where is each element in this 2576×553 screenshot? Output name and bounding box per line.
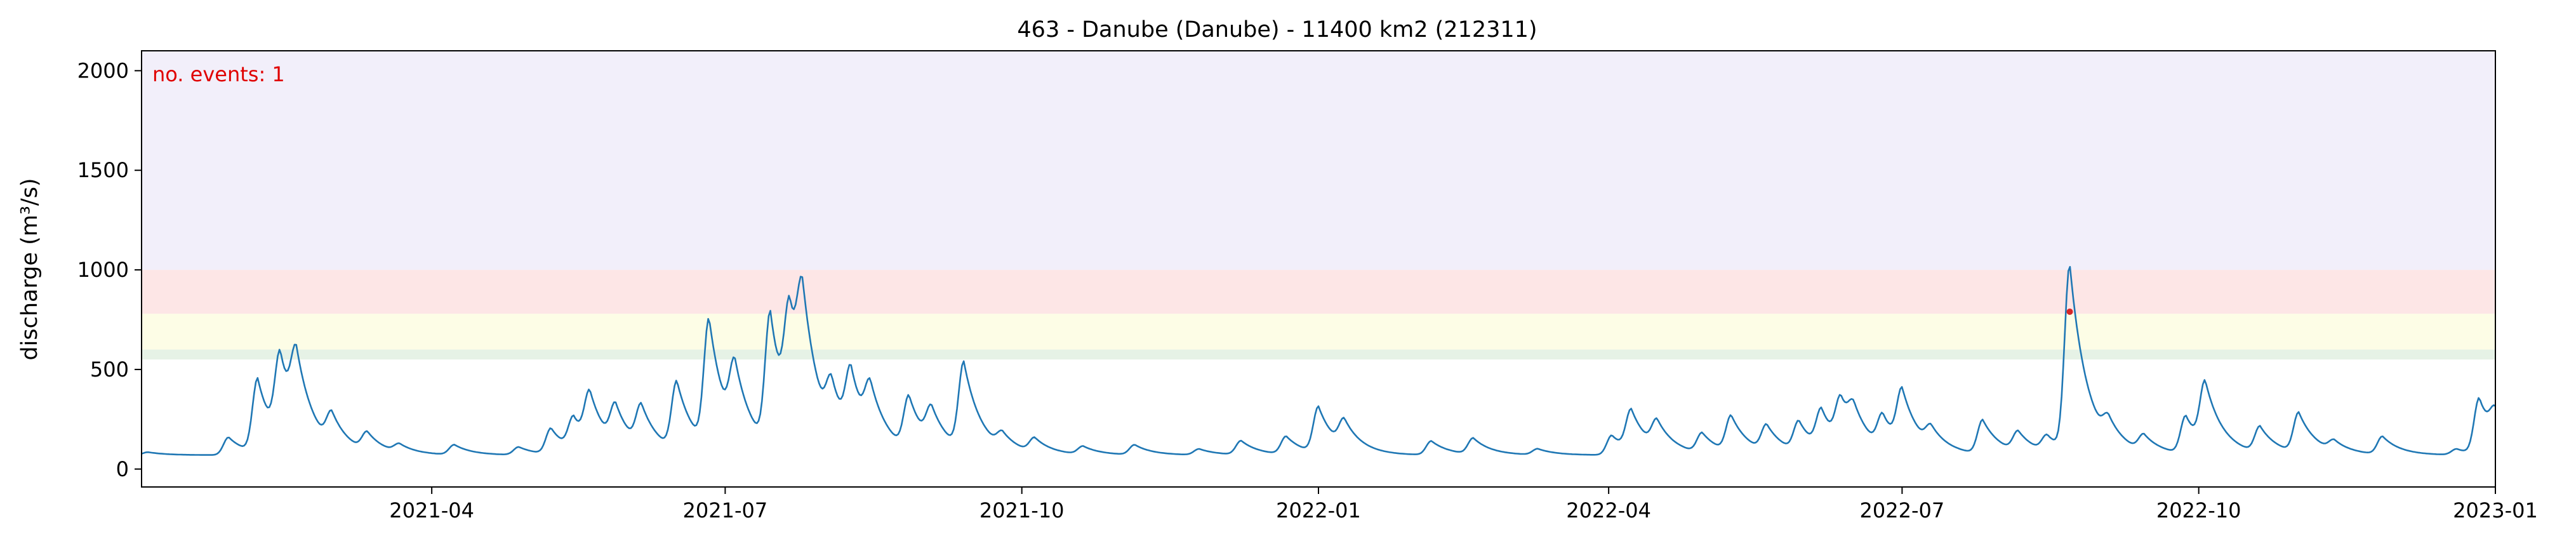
threshold-band-1 bbox=[142, 314, 2495, 350]
y-tick-label: 1000 bbox=[77, 258, 129, 282]
x-tick-label: 2022-10 bbox=[2156, 498, 2241, 523]
y-tick-label: 2000 bbox=[77, 58, 129, 83]
chart-title: 463 - Danube (Danube) - 11400 km2 (21231… bbox=[1017, 17, 1537, 43]
threshold-bands bbox=[142, 51, 2495, 360]
event-marker bbox=[2066, 308, 2073, 315]
x-tick-label: 2021-07 bbox=[683, 498, 768, 523]
threshold-band-3 bbox=[142, 51, 2495, 270]
x-tick-label: 2021-04 bbox=[389, 498, 474, 523]
threshold-band-2 bbox=[142, 270, 2495, 314]
x-tick-label: 2022-04 bbox=[1566, 498, 1651, 523]
x-tick-label: 2022-07 bbox=[1860, 498, 1945, 523]
y-axis: 0 500 1000 1500 2000 bbox=[77, 58, 142, 481]
x-tick-label: 2021-10 bbox=[979, 498, 1065, 523]
y-tick-label: 0 bbox=[116, 457, 129, 481]
threshold-band-0 bbox=[142, 349, 2495, 360]
events-layer bbox=[2066, 308, 2073, 315]
series-layer bbox=[141, 265, 2496, 456]
y-tick-label: 500 bbox=[90, 357, 129, 382]
series-line-discharge bbox=[141, 265, 2496, 456]
x-axis: 2021-04 2021-07 2021-10 2022-01 2022-04 2022-… bbox=[389, 487, 2538, 523]
y-axis-label: discharge (m³/s) bbox=[17, 178, 43, 360]
x-tick-label: 2022-01 bbox=[1276, 498, 1361, 523]
events-count-annotation: no. events: 1 bbox=[152, 62, 285, 86]
y-tick-label: 1500 bbox=[77, 158, 129, 182]
x-tick-label: 2023-01 bbox=[2453, 498, 2538, 523]
